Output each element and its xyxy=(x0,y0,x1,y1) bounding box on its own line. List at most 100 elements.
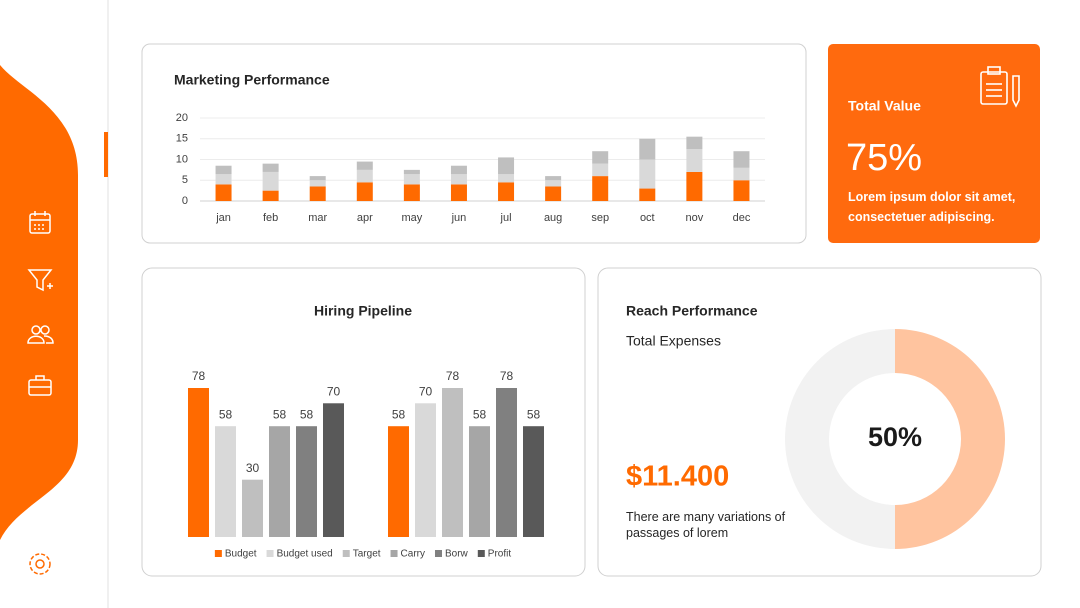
bar xyxy=(415,403,436,537)
funnel-icon[interactable] xyxy=(27,269,53,292)
bar xyxy=(523,426,544,537)
bar-segment xyxy=(733,167,750,181)
bar xyxy=(469,426,490,537)
bar-segment xyxy=(450,165,467,175)
x-tick-label: nov xyxy=(686,212,704,224)
card-value: 75% xyxy=(846,137,922,179)
chart-title: Hiring Pipeline xyxy=(314,303,412,319)
bar-segment xyxy=(592,176,609,201)
calendar-icon[interactable] xyxy=(29,211,51,234)
data-label: 30 xyxy=(246,461,260,475)
bar-segment xyxy=(639,188,656,201)
bar-segment xyxy=(309,176,326,181)
legend-swatch xyxy=(214,550,222,557)
data-label: 58 xyxy=(300,407,314,421)
settings-icon[interactable] xyxy=(29,553,51,575)
bar xyxy=(296,426,317,537)
legend-swatch xyxy=(434,550,442,557)
bar-segment xyxy=(545,180,562,187)
bar-segment xyxy=(639,138,656,160)
donut-slice xyxy=(895,329,1005,549)
data-label: 78 xyxy=(446,369,460,383)
bar xyxy=(388,426,409,537)
bar-segment xyxy=(686,171,703,201)
legend-swatch xyxy=(477,550,485,557)
chart-title: Reach Performance xyxy=(626,303,758,319)
bar-segment xyxy=(592,163,609,177)
legend-label: Borw xyxy=(445,549,469,560)
bar xyxy=(496,388,517,537)
data-label: 58 xyxy=(392,407,406,421)
people-icon[interactable] xyxy=(27,325,54,344)
bar-segment xyxy=(403,174,420,185)
bar-segment xyxy=(262,163,279,172)
y-tick-label: 15 xyxy=(176,133,188,145)
active-indicator xyxy=(104,132,108,177)
bar-segment xyxy=(403,184,420,201)
x-tick-label: feb xyxy=(263,212,278,224)
card-title: Total Value xyxy=(848,98,921,114)
bar-segment xyxy=(262,190,279,201)
legend-label: Profit xyxy=(488,549,512,560)
bar xyxy=(215,426,236,537)
data-label: 70 xyxy=(327,384,341,398)
x-tick-label: jan xyxy=(215,212,231,224)
bar-segment xyxy=(733,151,750,168)
bar-segment xyxy=(639,159,656,189)
sidebar-wave xyxy=(0,65,78,540)
total-value-card xyxy=(828,44,1040,243)
bar-segment xyxy=(450,174,467,185)
data-label: 58 xyxy=(273,407,287,421)
bar-segment xyxy=(592,151,609,164)
bar-segment xyxy=(309,186,326,201)
reach-text: There are many variations of passages of… xyxy=(626,510,786,540)
y-tick-label: 20 xyxy=(176,112,188,124)
bar-segment xyxy=(356,182,373,201)
bar xyxy=(188,388,209,537)
bar-segment xyxy=(262,171,279,191)
card-text: Lorem ipsum dolor sit amet, consectetuer… xyxy=(848,190,1016,224)
amount: $11.400 xyxy=(626,461,729,493)
x-tick-label: mar xyxy=(308,212,327,224)
bar-segment xyxy=(733,180,750,201)
x-tick-label: jun xyxy=(451,212,467,224)
bar xyxy=(442,388,463,537)
data-label: 58 xyxy=(219,407,233,421)
clipboard-icon xyxy=(980,66,1020,108)
briefcase-icon[interactable] xyxy=(28,375,52,396)
bar xyxy=(269,426,290,537)
y-tick-label: 0 xyxy=(182,195,188,207)
bar-segment xyxy=(403,169,420,175)
legend-label: Budget used xyxy=(277,549,333,560)
bar-segment xyxy=(215,165,232,175)
bar-segment xyxy=(686,149,703,172)
x-tick-label: may xyxy=(401,212,422,224)
bar-segment xyxy=(545,176,562,181)
data-label: 58 xyxy=(527,407,541,421)
data-label: 58 xyxy=(473,407,487,421)
chart-title: Marketing Performance xyxy=(174,72,330,88)
legend-label: Target xyxy=(353,549,381,560)
x-tick-label: apr xyxy=(357,212,373,224)
bar-segment xyxy=(215,184,232,201)
x-tick-label: aug xyxy=(544,212,562,224)
bar-segment xyxy=(498,174,515,183)
data-label: 78 xyxy=(500,369,514,383)
donut-slice xyxy=(785,329,895,549)
subtitle: Total Expenses xyxy=(626,333,721,349)
bar xyxy=(323,403,344,537)
legend-label: Carry xyxy=(401,549,425,560)
x-tick-label: sep xyxy=(591,212,609,224)
bar-segment xyxy=(498,182,515,201)
x-tick-label: dec xyxy=(733,212,751,224)
center-label: 50% xyxy=(868,422,922,452)
bar-segment xyxy=(215,174,232,185)
bar-segment xyxy=(686,136,703,150)
legend-swatch xyxy=(390,550,398,557)
x-tick-label: jul xyxy=(500,212,512,224)
y-tick-label: 10 xyxy=(176,153,188,165)
legend-label: Budget xyxy=(225,549,257,560)
y-tick-label: 5 xyxy=(182,174,188,186)
